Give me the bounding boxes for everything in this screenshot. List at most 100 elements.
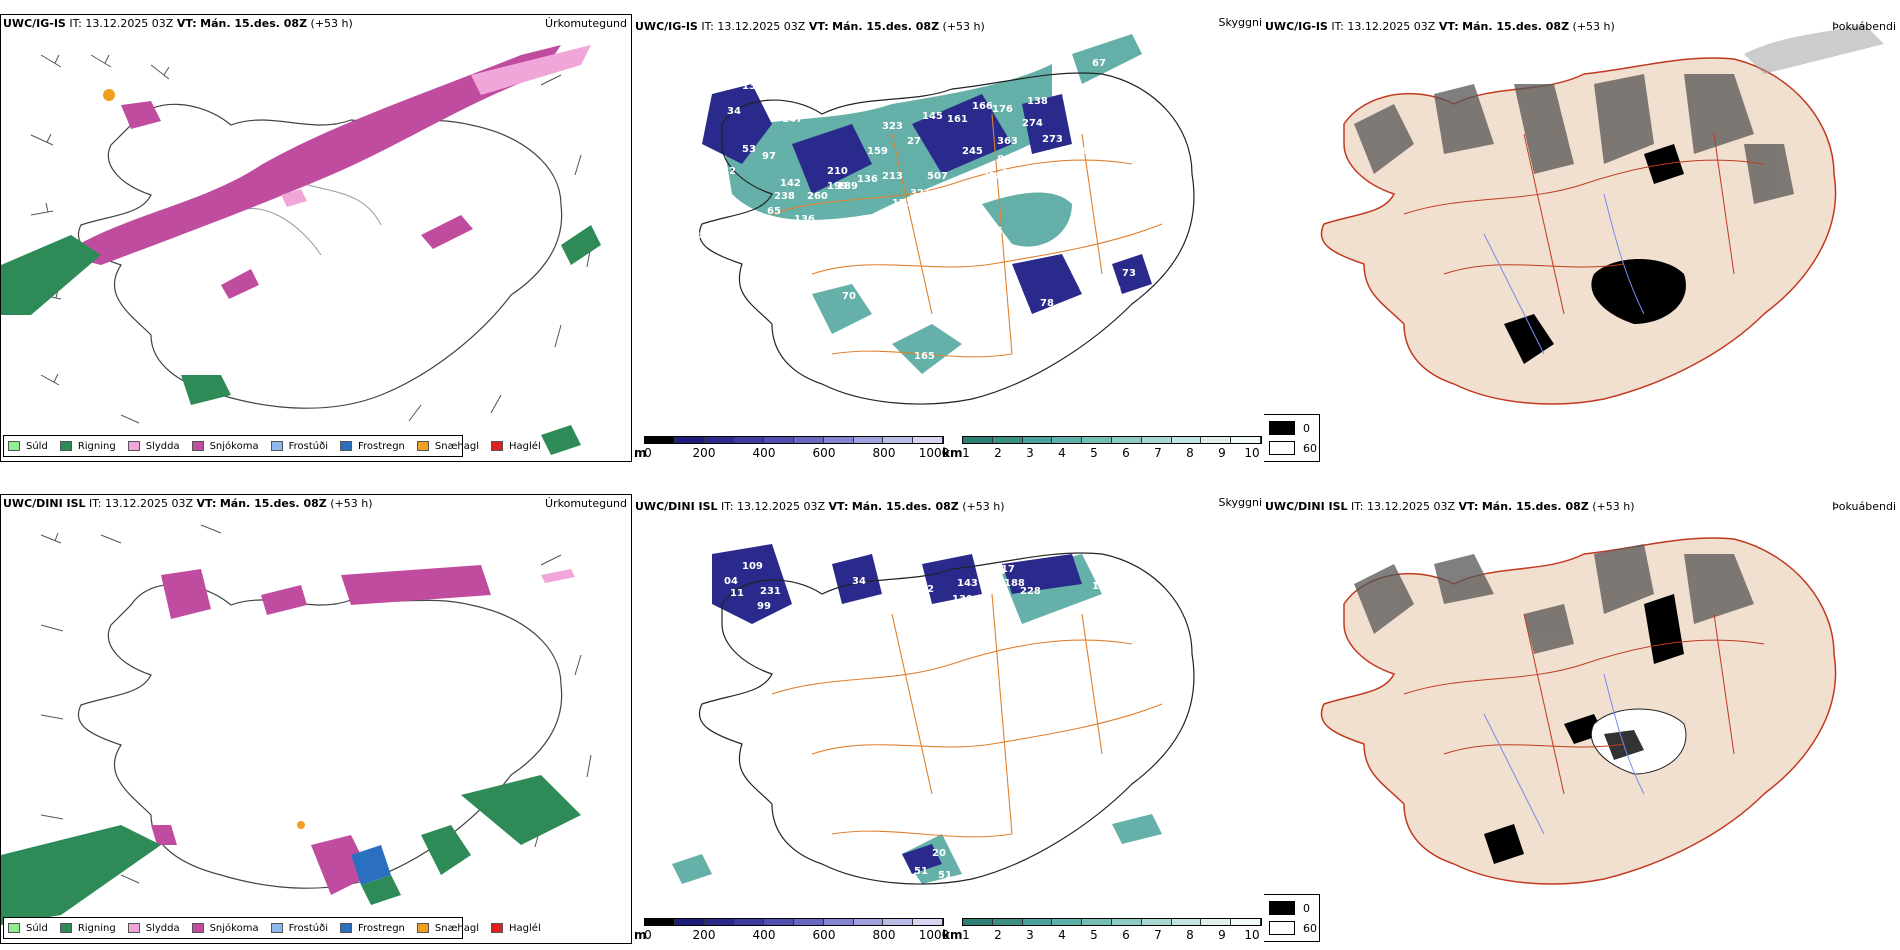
precip-type-panel-row2: UWC/DINI ISL IT: 13.12.2025 03Z VT: Mán.… [0, 494, 632, 944]
panel-title: Þokuábendi [1832, 20, 1896, 33]
svg-text:176: 176 [992, 104, 1013, 115]
rain-areas [1, 225, 601, 455]
svg-text:143: 143 [957, 578, 978, 589]
cloudbase-labels: 67 14 132 115 202 138 176 166 274 92 34 … [667, 58, 1166, 392]
fog-black-areas [1484, 594, 1684, 864]
panel-title: Þokuábendi [1832, 500, 1896, 513]
svg-text:20: 20 [932, 848, 946, 859]
fog-map-row1 [1320, 24, 1884, 405]
snow-areas [61, 45, 561, 299]
svg-text:02: 02 [920, 584, 934, 595]
svg-text:145: 145 [922, 111, 943, 122]
legend-item: Haglél [491, 923, 541, 934]
svg-text:199: 199 [827, 181, 848, 192]
svg-text:88: 88 [1082, 146, 1096, 157]
panel-header: UWC/DINI ISL IT: 13.12.2025 03Z VT: Mán.… [1265, 500, 1635, 513]
svg-text:177: 177 [922, 376, 943, 387]
svg-text:147: 147 [782, 114, 803, 125]
svg-text:69: 69 [1107, 284, 1121, 295]
svg-text:24: 24 [902, 584, 916, 595]
visibility-colorbar: km 1 2 3 4 5 6 7 8 9 10 [942, 436, 1262, 462]
road-network [771, 593, 1163, 838]
svg-text:273: 273 [1042, 134, 1063, 145]
svg-text:11: 11 [730, 588, 744, 599]
svg-text:27: 27 [907, 136, 921, 147]
legend-item: Haglél [491, 441, 541, 452]
fog-legend: 0 60 [1264, 414, 1320, 462]
iceland-coastline [77, 103, 563, 409]
svg-text:11: 11 [1027, 318, 1041, 329]
svg-text:160: 160 [1092, 581, 1113, 592]
panel-header: UWC/IG-IS IT: 13.12.2025 03Z VT: Mán. 15… [635, 20, 985, 33]
svg-text:231: 231 [760, 586, 781, 597]
panel-title: Skyggni [1218, 496, 1262, 509]
svg-text:34: 34 [852, 576, 866, 587]
svg-text:136: 136 [857, 174, 878, 185]
svg-text:245: 245 [962, 146, 983, 157]
low-cloud-areas [712, 544, 1082, 874]
svg-text:847: 847 [997, 154, 1018, 165]
svg-text:51: 51 [914, 866, 928, 877]
svg-text:132: 132 [742, 81, 763, 92]
precip-legend: Súld Rigning Slydda Snjókoma Frostúði Fr… [3, 917, 541, 939]
svg-text:202: 202 [1062, 91, 1083, 102]
visibility-colorbar: km 1 2 3 4 5 6 7 8 9 10 [942, 918, 1262, 944]
svg-text:70: 70 [842, 291, 856, 302]
svg-text:51: 51 [938, 870, 952, 881]
freezing-rain-areas [351, 845, 391, 885]
iceland-land [1320, 57, 1837, 405]
legend-item: Snjókoma [191, 923, 259, 934]
fog-dark-areas [1354, 74, 1794, 204]
iceland-coastline [698, 552, 1195, 885]
precip-legend: Súld Rigning Slydda Snjókoma Frostúði Fr… [3, 435, 541, 457]
snow-pellets-spot [103, 89, 115, 101]
svg-text:723: 723 [937, 191, 958, 202]
legend-item: Frostregn [340, 923, 405, 934]
iceland-coastline [77, 583, 563, 889]
svg-text:136: 136 [794, 214, 815, 225]
svg-text:274: 274 [1022, 118, 1043, 129]
legend-item: Súld [8, 441, 48, 452]
svg-text:217: 217 [994, 564, 1015, 575]
snow-areas [151, 565, 491, 895]
fog-map-row2 [1320, 537, 1837, 885]
panel-header: UWC/DINI ISL IT: 13.12.2025 03Z VT: Mán.… [3, 497, 373, 510]
svg-text:53: 53 [742, 144, 756, 155]
svg-text:32: 32 [882, 281, 896, 292]
svg-text:67: 67 [1092, 58, 1106, 69]
fog-legend: 0 60 [1264, 894, 1320, 942]
panel-header: UWC/DINI ISL IT: 13.12.2025 03Z VT: Mán.… [635, 500, 1005, 513]
panel-header: UWC/IG-IS IT: 13.12.2025 03Z VT: Mán. 15… [1265, 20, 1615, 33]
legend-item: Frostúði [270, 923, 328, 934]
panel-title: Úrkomutegund [545, 497, 627, 510]
svg-text:188: 188 [852, 266, 873, 277]
fog-index-panel-row1: UWC/IG-IS IT: 13.12.2025 03Z VT: Mán. 15… [1264, 14, 1900, 462]
svg-text:20: 20 [907, 381, 921, 392]
road-network [1403, 613, 1765, 795]
rivers [1483, 673, 1645, 835]
svg-text:328: 328 [982, 171, 1003, 182]
svg-text:115: 115 [772, 78, 793, 89]
legend-item: Rigning [59, 923, 116, 934]
svg-text:166: 166 [972, 101, 993, 112]
svg-text:157: 157 [707, 231, 728, 242]
fog-index-panel-row2: UWC/DINI ISL IT: 13.12.2025 03Z VT: Mán.… [1264, 494, 1900, 944]
svg-text:161: 161 [947, 114, 968, 125]
svg-text:138: 138 [1027, 96, 1048, 107]
legend-item: Snjókoma [191, 441, 259, 452]
svg-text:106: 106 [982, 226, 1003, 237]
svg-text:93: 93 [1017, 306, 1031, 317]
svg-text:188: 188 [1004, 578, 1025, 589]
road-network [771, 113, 1163, 358]
panel-header: UWC/IG-IS IT: 13.12.2025 03Z VT: Mán. 15… [3, 17, 353, 30]
svg-text:173: 173 [892, 198, 913, 209]
legend-item: Slydda [127, 441, 180, 452]
svg-text:46: 46 [1130, 576, 1144, 587]
legend-item: Frostúði [270, 441, 328, 452]
svg-text:64: 64 [797, 331, 811, 342]
svg-text:73: 73 [1122, 268, 1136, 279]
svg-text:263: 263 [984, 578, 1005, 589]
rain-areas [1, 775, 581, 925]
cloudbase-colorbar: m 0 200 400 600 800 1000 [634, 918, 949, 944]
precip-map-row2 [1, 524, 592, 925]
